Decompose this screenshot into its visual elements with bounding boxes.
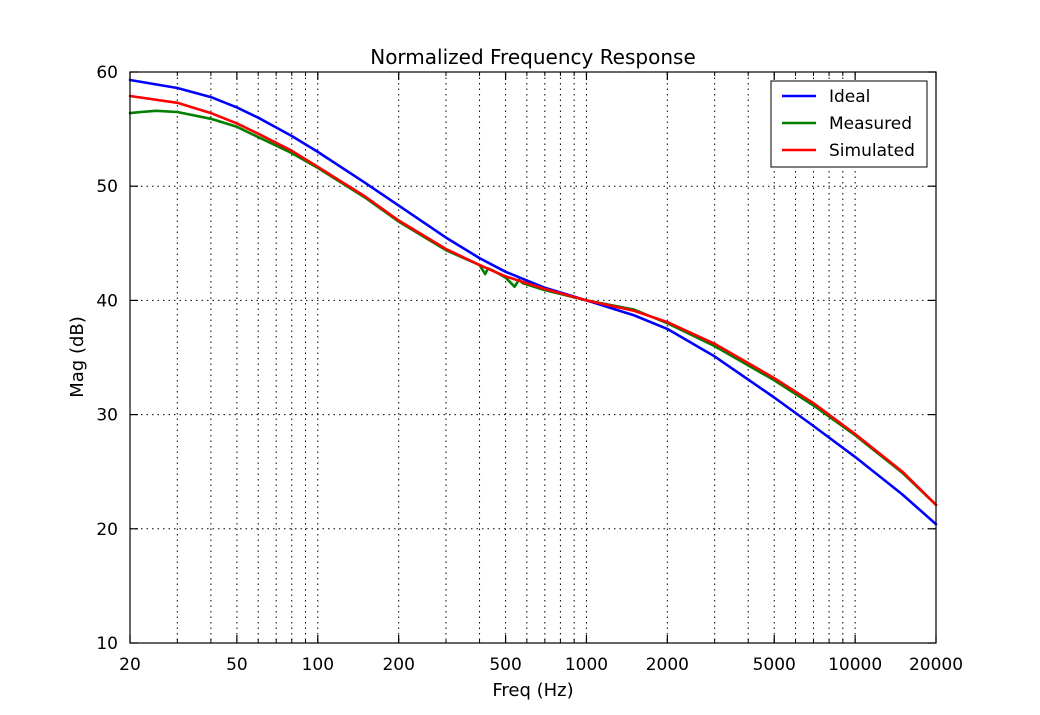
- x-tick-label: 5000: [753, 655, 796, 675]
- x-tick-label: 200: [382, 655, 414, 675]
- x-tick-label: 100: [302, 655, 334, 675]
- grid: [130, 72, 936, 643]
- x-tick-label: 20000: [909, 655, 963, 675]
- x-tick-label: 50: [226, 655, 248, 675]
- x-tick-label: 20: [119, 655, 141, 675]
- x-tick-label: 500: [489, 655, 521, 675]
- legend: Ideal Measured Simulated: [770, 80, 928, 168]
- y-axis-label: Mag (dB): [67, 316, 88, 398]
- x-tick-label: 1000: [565, 655, 608, 675]
- legend-label: Measured: [829, 114, 912, 134]
- x-tick-label: 2000: [646, 655, 689, 675]
- x-axis-label: Freq (Hz): [492, 680, 573, 701]
- y-tick-label: 50: [96, 177, 118, 197]
- axis-ticks: [129, 71, 937, 644]
- y-tick-label: 30: [96, 406, 118, 426]
- y-tick-label: 10: [96, 634, 118, 654]
- plot-frame: [129, 71, 937, 644]
- legend-label: Simulated: [829, 141, 915, 161]
- y-tick-label: 20: [96, 520, 118, 540]
- series-line-ideal: [128, 78, 938, 526]
- axis-tick-labels: 20 50 100 200 500 1000 2000 5000 10000 2000010203…: [96, 63, 963, 675]
- series-line-simulated: [128, 94, 938, 507]
- y-tick-label: 60: [96, 63, 118, 83]
- y-tick-label: 40: [96, 291, 118, 311]
- chart-title: Normalized Frequency Response: [370, 45, 696, 69]
- series-lines: [128, 78, 938, 526]
- x-tick-label: 10000: [828, 655, 882, 675]
- legend-label: Ideal: [829, 87, 870, 107]
